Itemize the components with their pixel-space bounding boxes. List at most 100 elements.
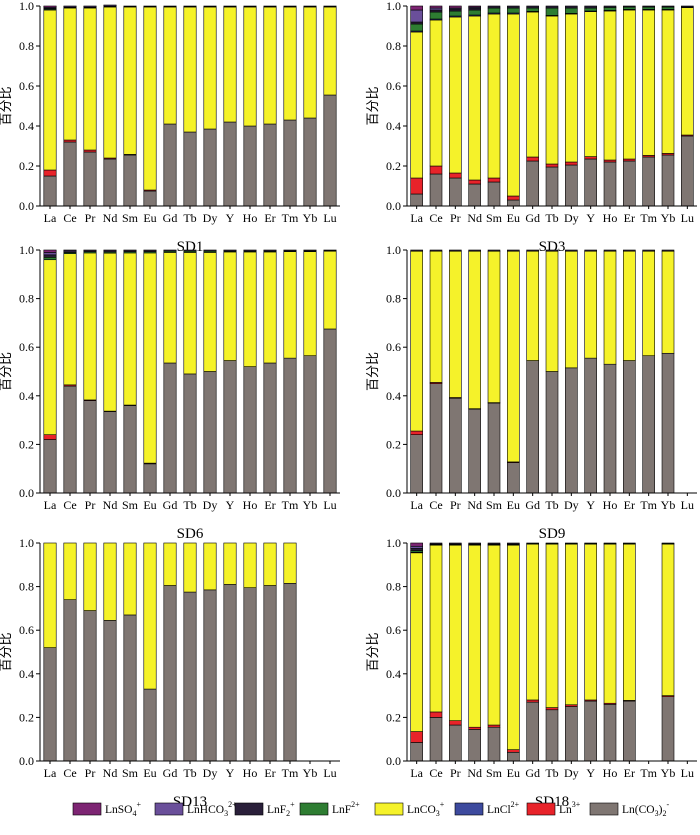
bar-seg-sd1-Tm-c0 <box>283 119 297 207</box>
bar-seg-sd18-Nd-co3 <box>468 544 481 728</box>
bar-seg-sd1-Tb-c0 <box>183 131 197 207</box>
bar-seg-sd3-Dy-f2 <box>565 5 578 9</box>
bar-seg-sd3-Y-c0 <box>584 158 597 207</box>
bar-seg-sd9-La-ln3 <box>410 430 423 435</box>
y-tick-label: 0.2 <box>19 437 34 451</box>
x-tick-label: Dy <box>564 211 579 225</box>
bar-seg-sd9-La-co3 <box>410 250 423 432</box>
bar-seg-sd1-La-c0 <box>43 175 57 207</box>
bar-seg-sd13-Eu-co3 <box>143 542 157 690</box>
bar-seg-sd3-Er-c0 <box>623 160 636 207</box>
bar-seg-sd13-Gd-co3 <box>163 542 177 586</box>
x-tick-label: Eu <box>143 766 156 780</box>
bar-seg-sd18-Gd-co3 <box>526 543 539 701</box>
bar-seg-sd6-La-co3 <box>43 259 57 435</box>
bar-seg-sd3-Gd-f2 <box>526 5 539 9</box>
x-tick-label: Lu <box>323 211 336 225</box>
bar-seg-sd1-Pr-c0 <box>83 151 97 207</box>
bar-seg-sd18-La-so4 <box>410 542 423 547</box>
bar-seg-sd9-Yb-c0 <box>661 352 675 494</box>
legend-item-c0: Ln(CO3)2- <box>589 800 669 818</box>
bar-seg-sd3-Tb-ln3 <box>545 163 559 168</box>
bar-seg-sd9-Dy-c0 <box>565 367 578 494</box>
legend-item-co3: LnCO3+ <box>374 800 445 818</box>
y-tick-label: 1.0 <box>19 536 34 550</box>
bar-seg-sd6-Y-f2 <box>223 249 237 252</box>
bar-seg-sd9-Sm-co3 <box>487 250 501 403</box>
x-tick-label: Ho <box>243 211 258 225</box>
bar-seg-sd18-Eu-f2 <box>507 542 520 545</box>
bar-seg-sd6-Pr-f2 <box>83 249 97 253</box>
bar-seg-sd1-La-ln3 <box>43 169 57 177</box>
bar-seg-sd6-Nd-f2 <box>103 249 117 253</box>
x-tick-label: Tm <box>640 498 657 512</box>
x-tick-label: Ho <box>603 498 618 512</box>
x-tick-label: Dy <box>203 498 218 512</box>
y-tick-label: 0.8 <box>386 292 401 306</box>
bar-seg-sd3-Er-co3 <box>623 9 636 160</box>
chart-legend: LnSO4+ LnHCO32+ LnF2+ LnF2+ LnCO3+ LnCl2+ Ln3+… <box>72 800 669 818</box>
y-tick-label: 0.8 <box>386 580 401 594</box>
bar-seg-sd9-Eu-c0 <box>507 462 520 494</box>
legend-item-so4: LnSO4+ <box>72 800 141 818</box>
x-tick-label: La <box>44 498 57 512</box>
y-tick-label: 0.2 <box>19 159 34 173</box>
bar-seg-sd3-Eu-ln3 <box>507 195 520 201</box>
y-tick-label: 0.0 <box>19 486 34 500</box>
x-tick-label: Sm <box>486 498 503 512</box>
bar-seg-sd6-Y-c0 <box>223 360 237 494</box>
y-axis-label: 百分比 <box>365 632 380 671</box>
x-tick-label: Nd <box>103 766 118 780</box>
bar-seg-sd18-Dy-f <box>565 542 578 544</box>
bar-seg-sd6-Nd-co3 <box>103 252 117 412</box>
bar-seg-sd18-Yb-co3 <box>661 543 675 696</box>
bar-seg-sd13-Tm-co3 <box>283 542 297 584</box>
x-tick-label: Dy <box>203 766 218 780</box>
bar-seg-sd9-Er-c0 <box>623 360 636 494</box>
x-tick-label: Yb <box>661 498 676 512</box>
bar-seg-sd18-Eu-ln3 <box>507 749 520 753</box>
legend-label: LnF2+ <box>332 800 360 816</box>
bar-seg-sd3-Gd-co3 <box>526 11 539 158</box>
bar-seg-sd3-Ce-ln3 <box>429 165 443 175</box>
bar-seg-sd13-Tm-c0 <box>283 583 297 762</box>
x-tick-label: Lu <box>681 766 694 780</box>
bar-seg-sd1-Nd-c0 <box>103 158 117 207</box>
bar-seg-sd9-Y-c0 <box>584 357 597 494</box>
bar-seg-sd18-Ce-ln3 <box>429 711 443 718</box>
x-tick-label: Gd <box>163 498 178 512</box>
panel-sd13: 0.0 0.2 0.4 0.6 0.8 1.0 La Ce Pr Nd Sm Eu Gd Tb Dy Y Ho E… <box>0 536 340 810</box>
bar-seg-sd6-Dy-co3 <box>203 252 217 372</box>
bar-seg-sd3-Yb-f2 <box>661 5 675 8</box>
bar-seg-sd9-Pr-c0 <box>449 397 462 494</box>
bar-seg-sd6-Sm-co3 <box>123 252 137 406</box>
legend-label: LnHCO32+ <box>187 800 237 818</box>
x-tick-label: Nd <box>103 498 118 512</box>
bar-seg-sd9-Tb-f2 <box>545 249 559 252</box>
x-tick-label: La <box>410 211 423 225</box>
bar-seg-sd1-Lu-c0 <box>323 94 337 207</box>
x-tick-label: La <box>410 766 423 780</box>
bar-seg-sd18-Tb-f <box>545 542 559 544</box>
x-tick-label: Gd <box>163 766 178 780</box>
y-tick-label: 0.8 <box>19 292 34 306</box>
bar-seg-sd13-Ho-c0 <box>243 587 257 762</box>
bar-seg-sd3-Nd-f2 <box>468 7 481 11</box>
bar-seg-sd6-Ce-co3 <box>63 253 77 386</box>
bar-seg-sd6-Sm-c0 <box>123 405 137 494</box>
y-tick-label: 0.4 <box>19 667 34 681</box>
bar-seg-sd3-Eu-f <box>507 7 520 14</box>
bar-seg-sd13-Dy-c0 <box>203 589 217 762</box>
bar-seg-sd9-Sm-c0 <box>487 402 501 494</box>
bar-seg-sd18-Nd-ln3 <box>468 726 481 730</box>
bar-seg-sd18-La-c0 <box>410 742 423 762</box>
bar-seg-sd3-La-c0 <box>410 193 423 207</box>
bar-seg-sd3-Gd-ln3 <box>526 156 539 162</box>
bar-seg-sd18-La-f2 <box>410 548 423 551</box>
x-tick-label: Lu <box>323 766 336 780</box>
bar-seg-sd9-Tm-f2 <box>642 249 655 252</box>
x-tick-label: Dy <box>564 498 579 512</box>
x-tick-label: Er <box>264 211 275 225</box>
bar-seg-sd1-Dy-co3 <box>203 6 217 130</box>
bar-seg-sd6-Nd-c0 <box>103 411 117 494</box>
